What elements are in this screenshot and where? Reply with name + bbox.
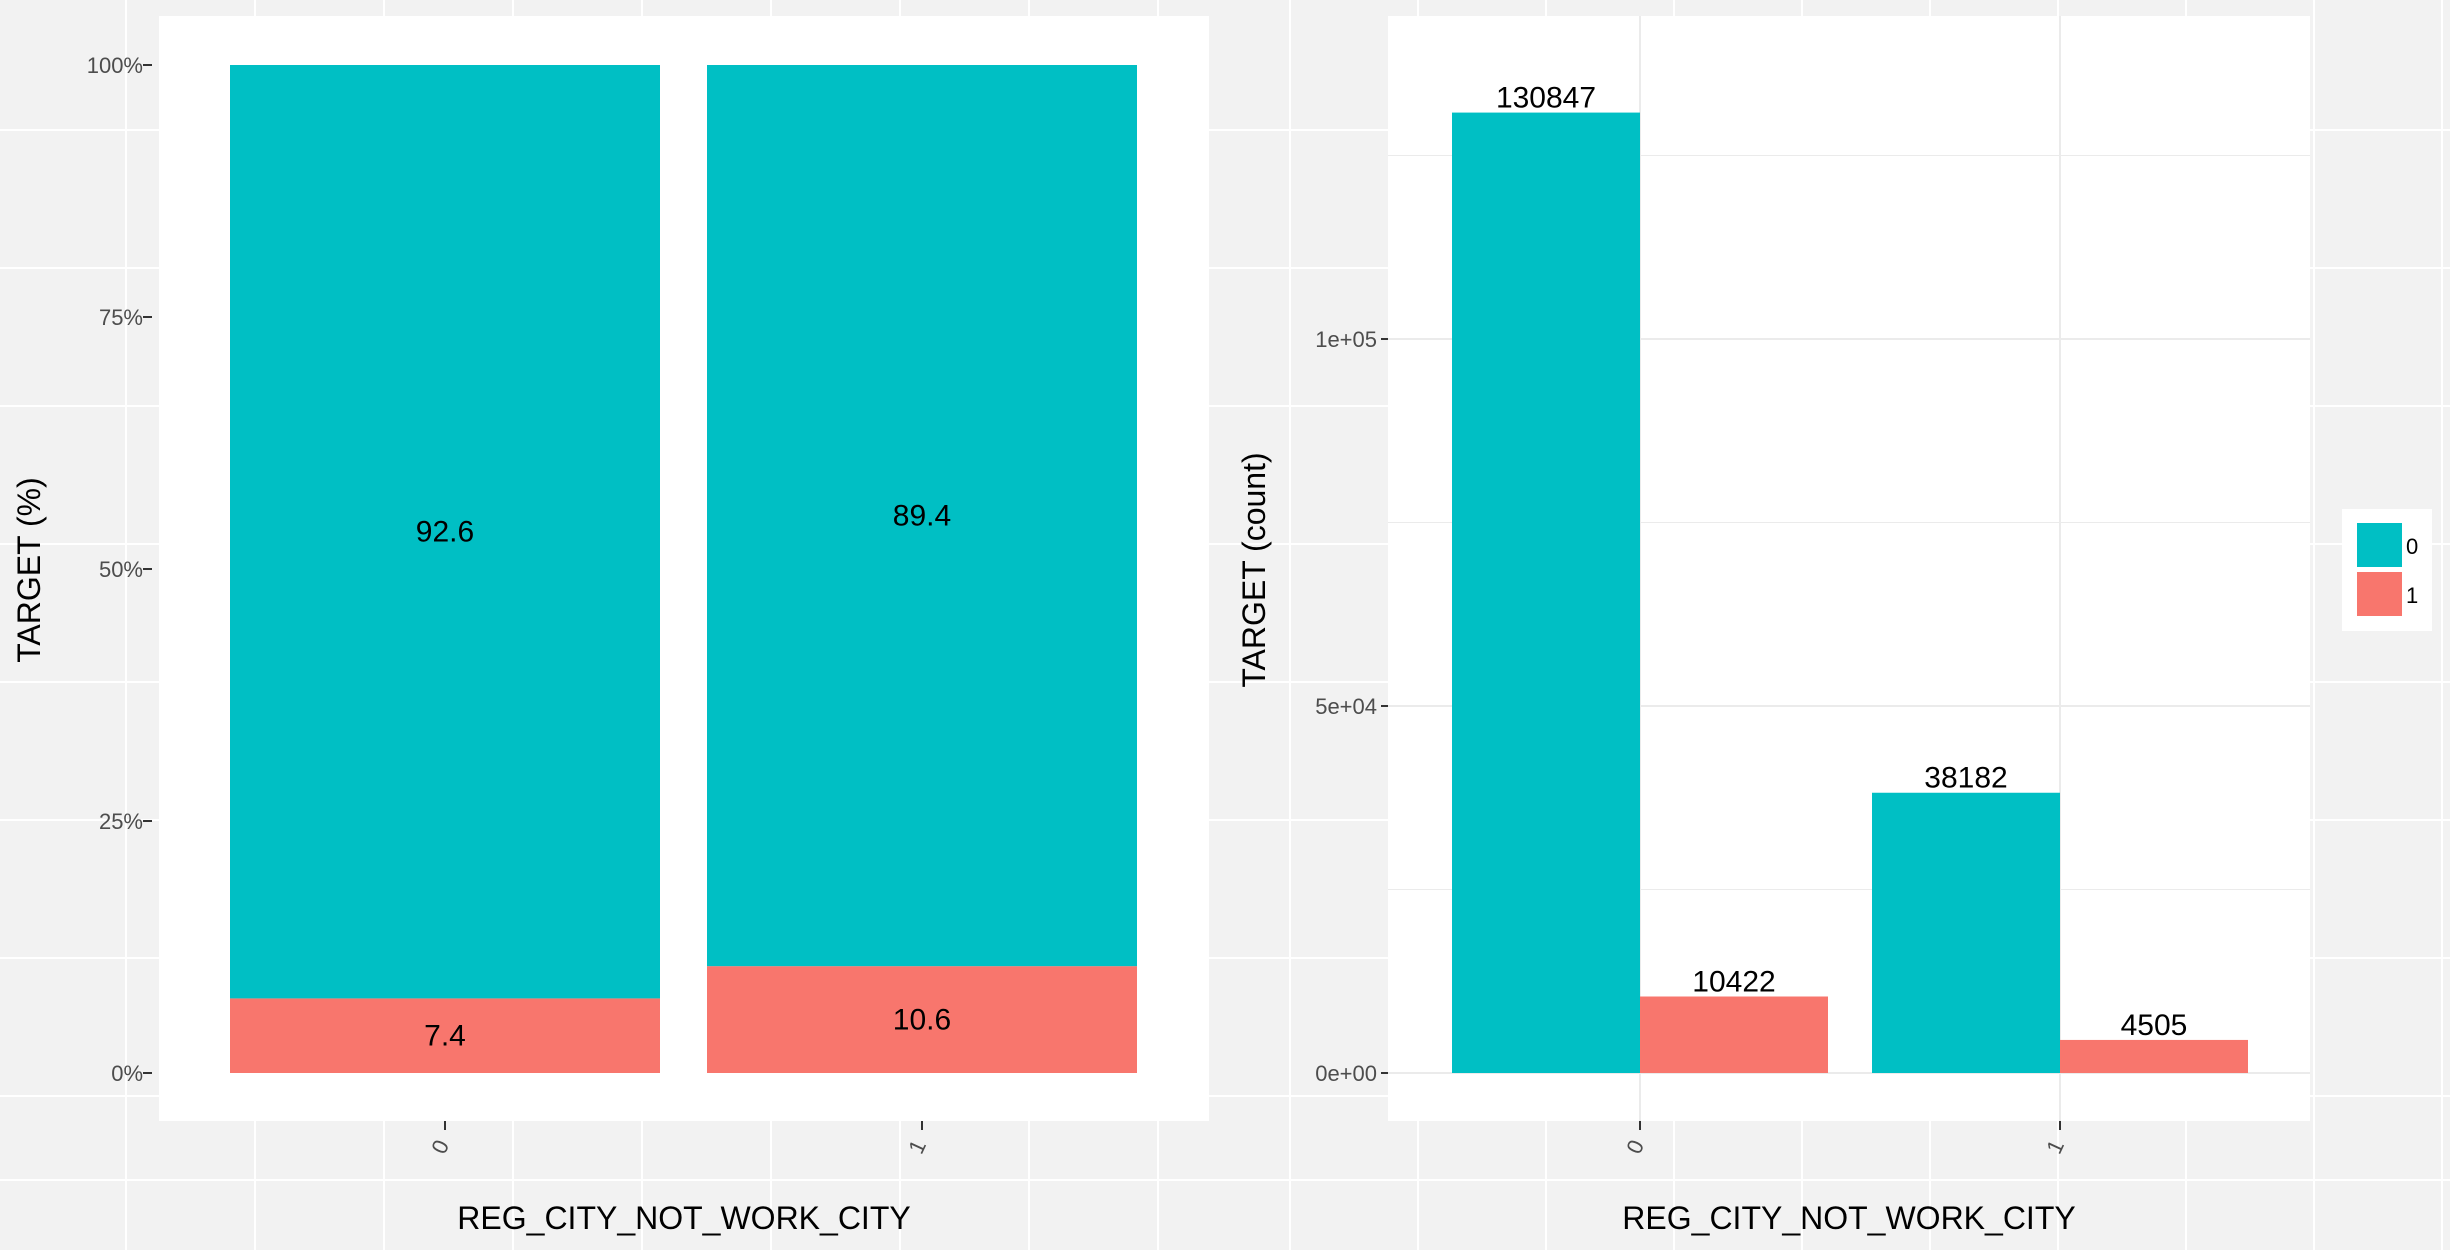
left-y-axis-title: TARGET (%) — [11, 477, 47, 662]
right-bars: 130847 10422 38182 4505 — [1452, 82, 2248, 1074]
left-bars: 7.4 92.6 10.6 89.4 — [230, 65, 1137, 1073]
legend: 0 1 — [2342, 509, 2432, 631]
left-bar-cat1-target0 — [707, 65, 1137, 967]
right-data-label-cat0-target0: 130847 — [1496, 82, 1596, 115]
right-x-axis-title: REG_CITY_NOT_WORK_CITY — [1622, 1200, 2075, 1236]
right-bar-cat0-target0 — [1452, 112, 1640, 1074]
right-data-label-cat1-target0: 38182 — [1924, 762, 2007, 795]
left-data-label-cat0-target1: 7.4 — [424, 1020, 466, 1053]
legend-label-target-0: 0 — [2406, 534, 2418, 559]
left-y-tick-label-0: 0% — [111, 1061, 143, 1086]
left-y-axis: 0% 25% 50% 75% 100% — [87, 53, 152, 1086]
left-bar-cat1-target1 — [707, 966, 1137, 1073]
right-y-tick-label-2: 1e+05 — [1315, 327, 1377, 352]
right-data-label-cat0-target1: 10422 — [1692, 966, 1775, 999]
legend-key-target-0 — [2357, 523, 2402, 567]
left-y-tick-label-2: 50% — [99, 557, 143, 582]
right-y-tick-label-1: 5e+04 — [1315, 694, 1377, 719]
left-x-axis-title: REG_CITY_NOT_WORK_CITY — [457, 1200, 910, 1236]
right-y-tick-label-0: 0e+00 — [1315, 1061, 1377, 1086]
left-data-label-cat1-target0: 89.4 — [893, 500, 951, 533]
right-bar-cat1-target1 — [2060, 1039, 2248, 1073]
left-y-tick-label-4: 100% — [87, 53, 143, 78]
left-y-tick-label-3: 75% — [99, 305, 143, 330]
right-bar-cat1-target0 — [1872, 792, 2060, 1073]
right-bar-cat0-target1 — [1640, 996, 1828, 1073]
left-data-label-cat1-target1: 10.6 — [893, 1004, 951, 1037]
right-data-label-cat1-target1: 4505 — [2121, 1009, 2188, 1042]
left-data-label-cat0-target0: 92.6 — [416, 516, 474, 549]
legend-key-target-1 — [2357, 572, 2402, 616]
legend-label-target-1: 1 — [2406, 583, 2418, 608]
right-y-axis: 0e+00 5e+04 1e+05 — [1315, 327, 1388, 1086]
left-bar-cat0-target0 — [230, 65, 660, 999]
left-bar-cat0-target1 — [230, 998, 660, 1073]
left-y-tick-label-1: 25% — [99, 809, 143, 834]
right-y-axis-title: TARGET (count) — [1236, 452, 1272, 687]
